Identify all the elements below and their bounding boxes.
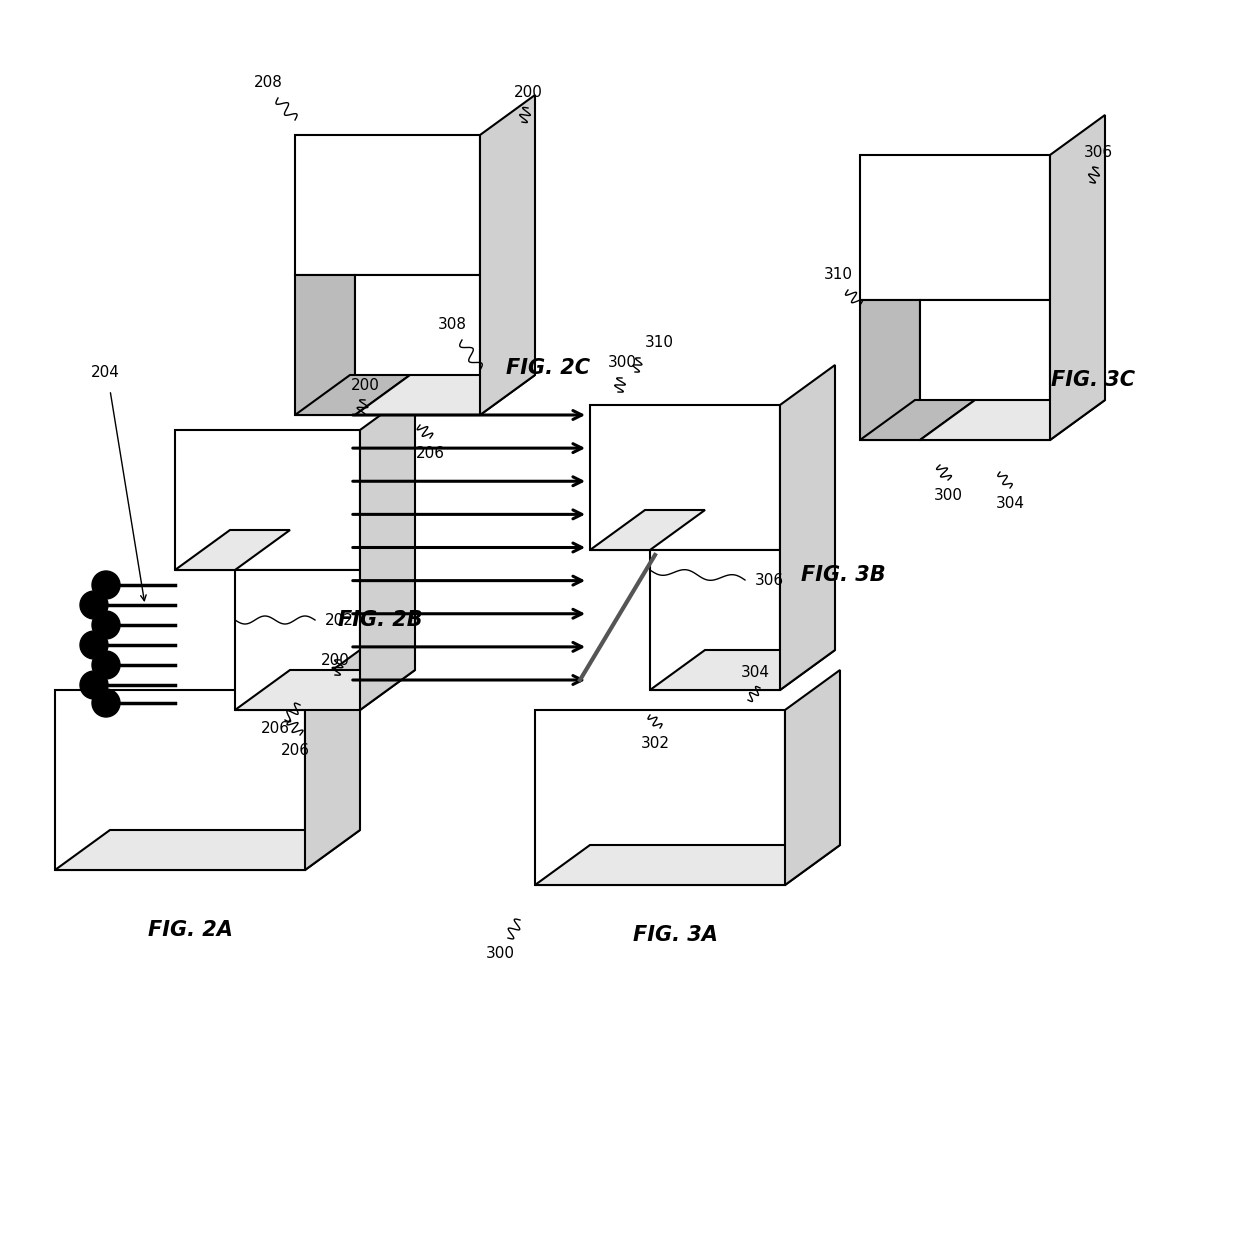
Polygon shape	[650, 650, 835, 690]
Circle shape	[92, 689, 120, 716]
Text: 206: 206	[260, 720, 289, 735]
Polygon shape	[55, 690, 305, 870]
Text: 300: 300	[934, 488, 962, 504]
Polygon shape	[590, 405, 780, 550]
Polygon shape	[534, 710, 785, 885]
Circle shape	[81, 590, 108, 619]
Text: 300: 300	[608, 355, 636, 370]
Text: 308: 308	[438, 317, 466, 332]
Circle shape	[81, 671, 108, 699]
Text: 300: 300	[486, 946, 515, 961]
Polygon shape	[295, 274, 355, 415]
Polygon shape	[295, 135, 480, 274]
Text: 200: 200	[321, 653, 350, 669]
Text: 200: 200	[351, 378, 379, 393]
Polygon shape	[861, 300, 920, 439]
Polygon shape	[534, 845, 839, 885]
Polygon shape	[360, 390, 415, 710]
Polygon shape	[785, 670, 839, 885]
Text: 208: 208	[253, 76, 283, 89]
Text: 204: 204	[91, 365, 119, 380]
Text: 310: 310	[645, 335, 675, 350]
Polygon shape	[236, 670, 415, 710]
Polygon shape	[920, 400, 1105, 439]
Polygon shape	[780, 365, 835, 690]
Text: FIG. 2B: FIG. 2B	[337, 611, 423, 630]
Circle shape	[92, 651, 120, 679]
Text: 306: 306	[755, 573, 784, 588]
Polygon shape	[1050, 115, 1105, 439]
Text: 304: 304	[740, 665, 770, 680]
Text: 206: 206	[280, 743, 310, 758]
Text: FIG. 3A: FIG. 3A	[632, 925, 718, 946]
Text: 306: 306	[1084, 145, 1112, 160]
Polygon shape	[355, 274, 480, 415]
Text: FIG. 3B: FIG. 3B	[801, 565, 885, 585]
Polygon shape	[650, 550, 780, 690]
Polygon shape	[590, 510, 706, 550]
Polygon shape	[175, 530, 290, 570]
Circle shape	[92, 572, 120, 599]
Polygon shape	[295, 375, 410, 415]
Text: FIG. 2C: FIG. 2C	[506, 358, 590, 378]
Polygon shape	[480, 94, 534, 415]
Circle shape	[92, 611, 120, 640]
Polygon shape	[305, 650, 360, 870]
Text: 310: 310	[823, 267, 853, 282]
Text: FIG. 2A: FIG. 2A	[148, 920, 232, 940]
Polygon shape	[861, 400, 975, 439]
Text: 206: 206	[415, 446, 444, 461]
Polygon shape	[55, 830, 360, 870]
Polygon shape	[920, 300, 1050, 439]
Circle shape	[81, 631, 108, 658]
Polygon shape	[355, 375, 534, 415]
Polygon shape	[175, 431, 360, 570]
Text: 304: 304	[996, 496, 1024, 511]
Text: 302: 302	[641, 737, 670, 752]
Text: 202: 202	[325, 612, 353, 627]
Text: FIG. 3C: FIG. 3C	[1052, 370, 1135, 390]
Text: 200: 200	[513, 86, 542, 99]
Polygon shape	[236, 570, 360, 710]
Polygon shape	[861, 155, 1050, 300]
